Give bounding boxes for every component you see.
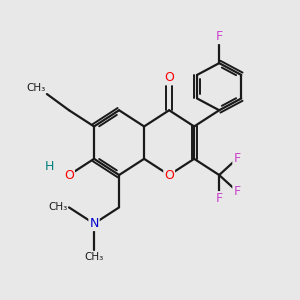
Text: F: F <box>216 30 223 43</box>
Text: F: F <box>233 185 240 198</box>
Text: F: F <box>216 192 223 205</box>
Text: O: O <box>164 71 174 84</box>
Text: CH₃: CH₃ <box>26 82 46 93</box>
Text: O: O <box>64 169 74 182</box>
Text: O: O <box>164 169 174 182</box>
Text: F: F <box>233 152 240 165</box>
Text: CH₃: CH₃ <box>48 202 68 212</box>
Text: H: H <box>45 160 55 173</box>
Text: CH₃: CH₃ <box>84 252 104 262</box>
Text: N: N <box>89 217 99 230</box>
